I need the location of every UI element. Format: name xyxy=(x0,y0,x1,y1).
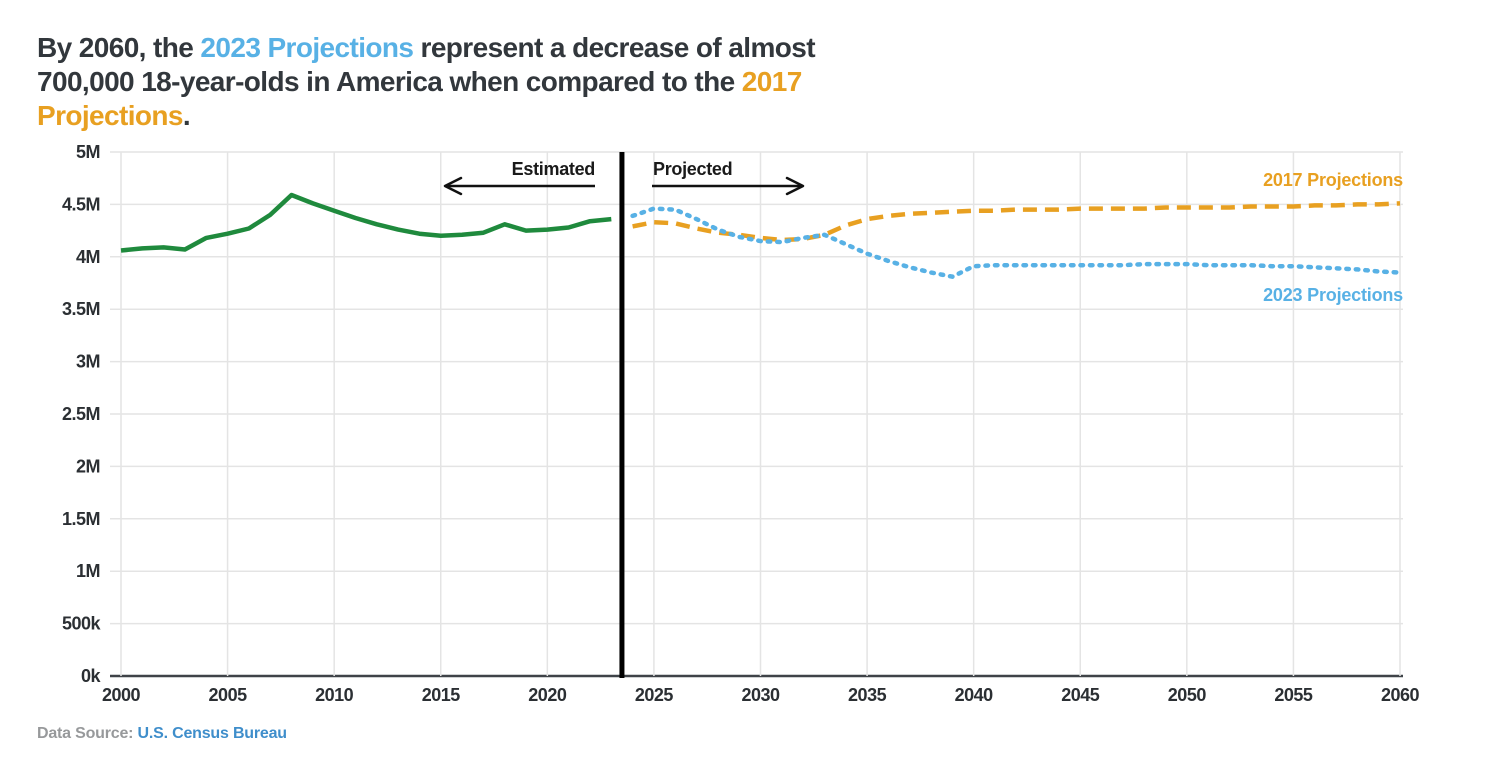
y-axis-tick-label: 4.5M xyxy=(62,194,100,214)
x-axis-tick-label: 2040 xyxy=(955,685,994,705)
title-segment-orange: 2017 xyxy=(741,65,802,97)
series-line-2017-projections xyxy=(632,201,1401,243)
y-axis-tick-label: 1M xyxy=(76,561,100,581)
series-line-2023-projections xyxy=(630,206,1403,279)
series-label-2023-projections: 2023 Projections xyxy=(1263,285,1403,305)
y-axis-tick-label: 500k xyxy=(62,614,102,634)
title-segment-dark: . xyxy=(182,99,191,131)
estimated-arrow-head xyxy=(443,176,463,196)
y-axis-tick-label: 3.5M xyxy=(62,299,100,319)
x-axis-tick-label: 2060 xyxy=(1381,685,1420,705)
x-axis-tick-label: 2035 xyxy=(848,685,887,705)
x-axis-tick-label: 2020 xyxy=(528,685,567,705)
series-label-2017-projections: 2017 Projections xyxy=(1263,170,1403,190)
x-axis-tick-label: 2000 xyxy=(102,685,141,705)
x-axis-tick-label: 2010 xyxy=(315,685,354,705)
series-line-estimated xyxy=(120,192,612,253)
title-segment-blue: 2023 Projections xyxy=(200,31,414,63)
y-axis-tick-label: 2.5M xyxy=(62,404,100,424)
x-axis-tick-label: 2025 xyxy=(635,685,674,705)
y-axis-tick-label: 1.5M xyxy=(62,509,100,529)
y-axis-tick-label: 4M xyxy=(76,247,100,267)
estimated-annotation: Estimated xyxy=(511,159,596,179)
census-bureau-link[interactable]: U.S. Census Bureau xyxy=(137,725,288,742)
y-axis-tick-label: 3M xyxy=(76,352,100,372)
title-segment-dark: By 2060, the xyxy=(37,31,201,63)
projected-arrow-head xyxy=(785,176,805,196)
title-segment-dark: 700,000 18-year-olds in America when com… xyxy=(37,65,742,97)
y-axis-tick-label: 2M xyxy=(76,456,100,476)
x-axis-tick-label: 2055 xyxy=(1274,685,1313,705)
x-axis-tick-label: 2030 xyxy=(741,685,780,705)
projected-annotation: Projected xyxy=(653,159,733,179)
y-axis-tick-label: 5M xyxy=(76,142,100,162)
x-axis-tick-label: 2005 xyxy=(209,685,248,705)
x-axis-tick-label: 2050 xyxy=(1168,685,1207,705)
data-source: Data Source: U.S. Census Bureau xyxy=(37,725,287,743)
x-axis-tick-label: 2015 xyxy=(422,685,461,705)
title-segment-orange: Projections xyxy=(37,99,183,131)
page-title: By 2060, the 2023 Projections represent … xyxy=(37,31,1357,133)
x-axis-tick-label: 2045 xyxy=(1061,685,1100,705)
title-segment-dark: represent a decrease of almost xyxy=(413,31,816,63)
data-source-prefix: Data Source: xyxy=(37,725,134,742)
y-axis-tick-label: 0k xyxy=(81,666,102,686)
